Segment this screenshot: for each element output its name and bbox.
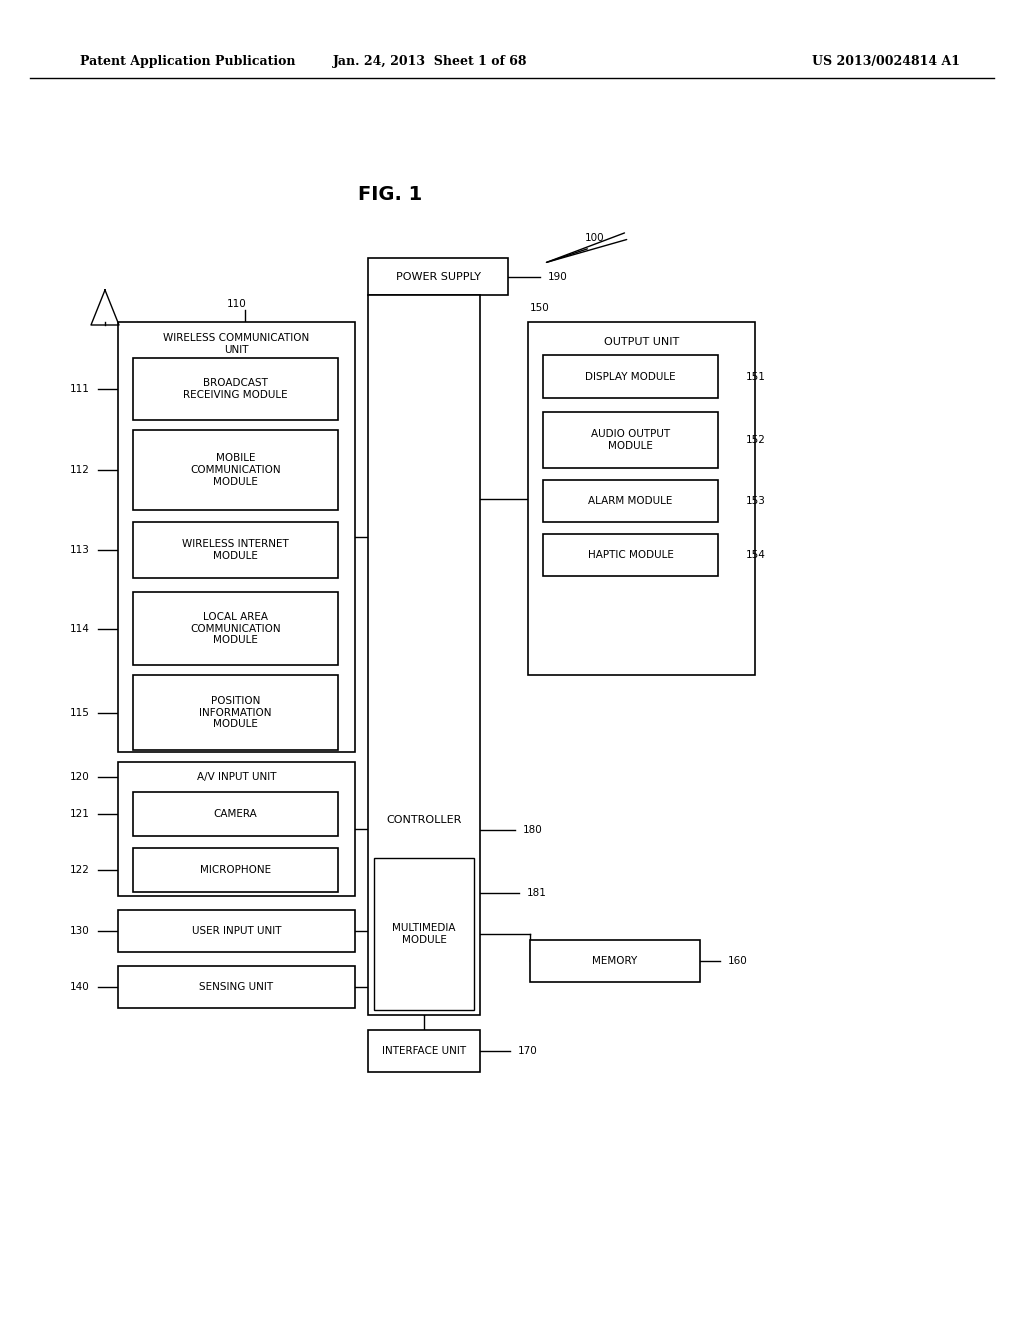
Text: 122: 122 <box>70 865 90 875</box>
Text: SENSING UNIT: SENSING UNIT <box>200 982 273 993</box>
Text: AUDIO OUTPUT
MODULE: AUDIO OUTPUT MODULE <box>591 429 670 451</box>
Text: 152: 152 <box>746 436 766 445</box>
Bar <box>133 591 338 665</box>
Text: LOCAL AREA
COMMUNICATION
MODULE: LOCAL AREA COMMUNICATION MODULE <box>190 612 281 645</box>
Text: 121: 121 <box>70 809 90 818</box>
Text: USER INPUT UNIT: USER INPUT UNIT <box>191 927 282 936</box>
Text: WIRELESS COMMUNICATION
UNIT: WIRELESS COMMUNICATION UNIT <box>164 333 309 355</box>
Text: MEMORY: MEMORY <box>592 956 638 966</box>
Bar <box>530 940 700 982</box>
Bar <box>133 521 338 578</box>
Text: CONTROLLER: CONTROLLER <box>386 814 462 825</box>
Text: 154: 154 <box>746 550 766 560</box>
Text: 120: 120 <box>71 772 90 781</box>
Text: OUTPUT UNIT: OUTPUT UNIT <box>604 337 679 347</box>
Bar <box>368 257 508 294</box>
Text: DISPLAY MODULE: DISPLAY MODULE <box>585 371 676 381</box>
Text: 111: 111 <box>70 384 90 393</box>
Bar <box>133 430 338 510</box>
Bar <box>543 535 718 576</box>
Text: 110: 110 <box>226 300 246 309</box>
Text: Jan. 24, 2013  Sheet 1 of 68: Jan. 24, 2013 Sheet 1 of 68 <box>333 55 527 69</box>
Text: POSITION
INFORMATION
MODULE: POSITION INFORMATION MODULE <box>200 696 271 729</box>
Bar <box>368 294 480 1015</box>
Bar <box>374 858 474 1010</box>
Bar <box>133 792 338 836</box>
Text: MICROPHONE: MICROPHONE <box>200 865 271 875</box>
Bar <box>543 480 718 521</box>
Bar <box>118 762 355 896</box>
Bar <box>118 322 355 752</box>
Text: 114: 114 <box>70 623 90 634</box>
Text: 170: 170 <box>518 1045 538 1056</box>
Text: 180: 180 <box>523 825 543 836</box>
Text: Patent Application Publication: Patent Application Publication <box>80 55 296 69</box>
Text: 150: 150 <box>530 304 550 313</box>
Text: INTERFACE UNIT: INTERFACE UNIT <box>382 1045 466 1056</box>
Text: ALARM MODULE: ALARM MODULE <box>589 496 673 506</box>
Text: 151: 151 <box>746 371 766 381</box>
Text: 190: 190 <box>548 272 567 281</box>
Text: 160: 160 <box>728 956 748 966</box>
Bar <box>133 675 338 750</box>
Bar <box>543 412 718 469</box>
Bar <box>543 355 718 399</box>
Text: MULTIMEDIA
MODULE: MULTIMEDIA MODULE <box>392 923 456 945</box>
Text: 113: 113 <box>70 545 90 554</box>
Text: MOBILE
COMMUNICATION
MODULE: MOBILE COMMUNICATION MODULE <box>190 453 281 487</box>
Text: POWER SUPPLY: POWER SUPPLY <box>395 272 480 281</box>
Text: 181: 181 <box>527 888 547 898</box>
Text: WIRELESS INTERNET
MODULE: WIRELESS INTERNET MODULE <box>182 539 289 561</box>
Bar <box>133 358 338 420</box>
Text: 153: 153 <box>746 496 766 506</box>
Bar <box>118 909 355 952</box>
Text: BROADCAST
RECEIVING MODULE: BROADCAST RECEIVING MODULE <box>183 379 288 400</box>
Bar <box>368 1030 480 1072</box>
Text: 100: 100 <box>585 234 604 243</box>
Text: 112: 112 <box>70 465 90 475</box>
Bar <box>118 966 355 1008</box>
Text: 115: 115 <box>70 708 90 718</box>
Text: 140: 140 <box>71 982 90 993</box>
Text: 130: 130 <box>71 927 90 936</box>
Bar <box>528 322 755 675</box>
Text: A/V INPUT UNIT: A/V INPUT UNIT <box>197 772 276 781</box>
Text: CAMERA: CAMERA <box>214 809 257 818</box>
Text: HAPTIC MODULE: HAPTIC MODULE <box>588 550 674 560</box>
Bar <box>133 847 338 892</box>
Text: US 2013/0024814 A1: US 2013/0024814 A1 <box>812 55 961 69</box>
Text: FIG. 1: FIG. 1 <box>357 186 422 205</box>
